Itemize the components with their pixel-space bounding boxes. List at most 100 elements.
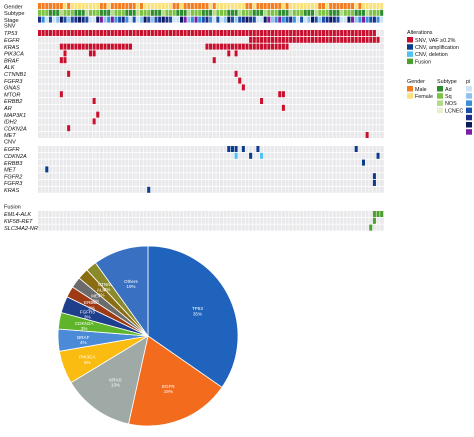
alteration-cell-tp53 [114, 30, 118, 36]
pie-label-pik3ca: PIK3CA [79, 355, 96, 360]
clinical-cell-gender [99, 3, 103, 9]
gene-label-fgfr3: FGFR3 [4, 181, 23, 187]
alteration-cell-egfr [307, 36, 311, 43]
alteration-cell-egfr [361, 36, 365, 43]
oncoprint-legend: Alterations SNV, VAF ≥0.2%CNV, amplificat… [407, 30, 472, 135]
clinical-cell-subtype [260, 9, 264, 16]
alteration-cell-ctnnb1 [67, 70, 71, 77]
alteration-cell-egfr [285, 36, 289, 43]
clinical-cell-stage [99, 16, 103, 23]
clinical-cell-stage [361, 16, 365, 23]
clinical-cell-subtype [340, 9, 344, 16]
clinical-cell-stage [347, 16, 351, 23]
alteration-cell-pik3ca [63, 50, 67, 57]
pie-slice-kras [70, 335, 149, 425]
pie-pct-alk: 2% [98, 292, 105, 297]
clinical-cell-subtype [332, 9, 336, 16]
clinical-cell-subtype [41, 9, 45, 16]
clinical-cell-gender [45, 3, 49, 9]
alteration-cell-kras [274, 43, 278, 50]
alteration-cell-egfr [372, 36, 376, 43]
gene-row-background [38, 118, 384, 125]
alteration-cell-tp53 [147, 30, 151, 36]
clinical-cell-subtype [303, 9, 307, 16]
clinical-cell-subtype [121, 9, 125, 16]
clinical-cell-subtype [220, 9, 224, 16]
clinical-cell-gender [230, 3, 234, 9]
clinical-cell-stage [85, 16, 89, 23]
clinical-cell-stage [103, 16, 107, 23]
alteration-cell-egfr [318, 36, 322, 43]
clinical-cell-subtype [88, 9, 92, 16]
clinical-cell-stage [278, 16, 282, 23]
alteration-cell-kras [212, 43, 216, 50]
gene-label-ar: AR [3, 106, 12, 112]
alteration-cell-tp53 [103, 30, 107, 36]
alteration-cell-egfr [376, 36, 380, 43]
gene-label-fgfr2: FGFR2 [4, 174, 23, 180]
clinical-cell-gender [48, 3, 52, 9]
clinical-cell-stage [380, 16, 384, 23]
clinical-cell-gender [256, 3, 260, 9]
clinical-cell-gender [183, 3, 187, 9]
pie-label-erbb2: ERBB2 [84, 300, 100, 305]
clinical-cell-stage [300, 16, 304, 23]
clinical-cell-stage [125, 16, 129, 23]
legend-label-subtype: NOS [445, 101, 457, 107]
gene-row-background [38, 211, 384, 217]
pie-pct-pik3ca: 6% [84, 360, 91, 365]
clinical-cell-gender [296, 3, 300, 9]
clinical-cell-subtype [361, 9, 365, 16]
clinical-cell-gender [361, 3, 365, 9]
alteration-cell-tp53 [63, 30, 67, 36]
alteration-cell-gnas [241, 84, 245, 91]
clinical-cell-gender [343, 3, 347, 9]
alteration-cell-tp53 [56, 30, 60, 36]
clinical-cell-subtype [154, 9, 158, 16]
alteration-cell-tp53 [158, 30, 162, 36]
alteration-cell-kras [205, 43, 209, 50]
pie-label-egfr: EGFR [162, 384, 175, 389]
clinical-cell-subtype [150, 9, 154, 16]
alteration-cell-tp53 [129, 30, 133, 36]
pie-slice-tp53 [147, 245, 239, 388]
clinical-cell-subtype [99, 9, 103, 16]
clinical-cell-gender [56, 3, 60, 9]
clinical-cell-gender [372, 3, 376, 9]
alteration-cell-tp53 [325, 30, 329, 36]
gene-label-egfr: EGFR [4, 147, 20, 153]
alteration-cell-kras [260, 43, 264, 50]
alteration-cell-kras [96, 43, 100, 50]
clinical-cell-stage [59, 16, 63, 23]
alteration-cell-tp53 [41, 30, 45, 36]
clinical-cell-subtype [147, 9, 151, 16]
alteration-cell-tp53 [179, 30, 183, 36]
alteration-cell-kras [252, 43, 256, 50]
alteration-cell-egfr [256, 36, 260, 43]
alteration-cell-tp53 [110, 30, 114, 36]
alteration-cell-egfr [270, 36, 274, 43]
alteration-cell-tp53 [88, 30, 92, 36]
alteration-cell-met [365, 132, 369, 138]
alteration-cell-kras [67, 43, 71, 50]
alteration-cell-tp53 [169, 30, 173, 36]
section-label-cnv: CNV [4, 140, 16, 146]
clinical-cell-subtype [216, 9, 220, 16]
pie-slice-egfr [128, 335, 223, 427]
alteration-cell-tp53 [125, 30, 129, 36]
clinical-cell-subtype [307, 9, 311, 16]
alteration-cell-tp53 [314, 30, 318, 36]
clinical-cell-gender [369, 3, 373, 9]
alteration-cell-tp53 [332, 30, 336, 36]
clinical-cell-stage [238, 16, 242, 23]
clinical-cell-stage [216, 16, 220, 23]
alteration-cell-tp53 [336, 30, 340, 36]
legend-swatch-stage [466, 114, 472, 121]
clinical-cell-stage [147, 16, 151, 23]
gene-row-background [38, 98, 384, 104]
clinical-cell-subtype [169, 9, 173, 16]
alteration-cell-egfr [351, 36, 355, 43]
alteration-cell-egfr [336, 36, 340, 43]
clinical-cell-gender [165, 3, 169, 9]
clinical-cell-gender [143, 3, 147, 9]
